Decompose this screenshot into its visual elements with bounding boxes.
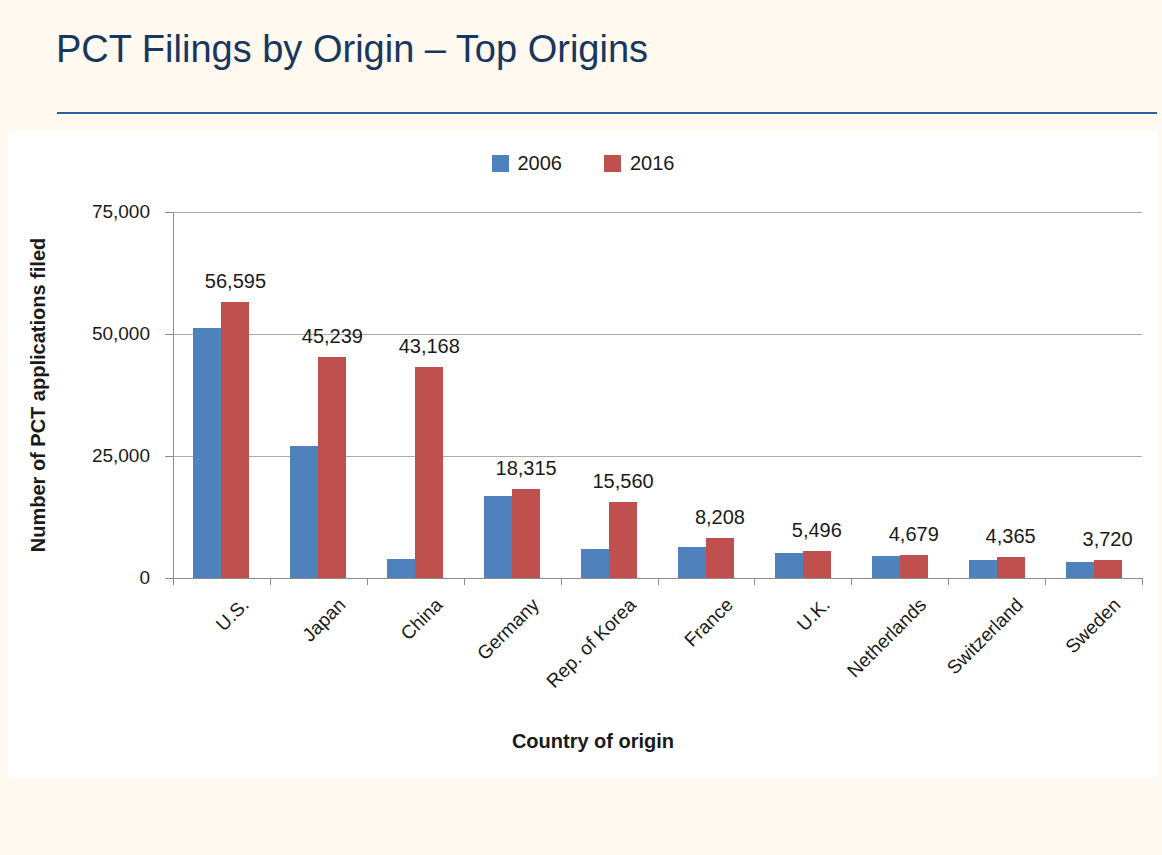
data-label-japan: 45,239 (302, 325, 363, 348)
x-axis-tick (1045, 578, 1046, 585)
x-axis-category-label-netherlands: Netherlands (843, 594, 931, 682)
y-axis-tick-label: 75,000 (55, 200, 150, 224)
x-axis-tick (658, 578, 659, 585)
data-label-u-k: 5,496 (792, 519, 842, 542)
bar-2006-japan (290, 446, 318, 578)
x-axis-category-label-sweden: Sweden (1061, 594, 1125, 658)
x-axis-tick (464, 578, 465, 585)
x-axis-tick (173, 578, 174, 585)
bar-2006-switzerland (969, 560, 997, 578)
bar-2006-france (678, 547, 706, 578)
y-axis-tick-label: 25,000 (55, 444, 150, 468)
x-axis-tick (948, 578, 949, 585)
bar-2006-rep-of-korea (581, 549, 609, 578)
bar-2016-netherlands (900, 555, 928, 578)
data-label-rep-of-korea: 15,560 (592, 470, 653, 493)
x-axis-tick (367, 578, 368, 585)
bar-2016-switzerland (997, 557, 1025, 578)
legend-item-2016: 2016 (604, 152, 675, 175)
x-axis-tick (1142, 578, 1143, 585)
legend-item-2006: 2006 (492, 152, 563, 175)
y-axis-line (173, 212, 174, 578)
bar-2006-sweden (1066, 562, 1094, 578)
x-axis-category-label-u-s: U.S. (211, 594, 253, 636)
bar-2016-u-s (221, 302, 249, 578)
y-axis-title: Number of PCT applications filed (27, 238, 50, 552)
data-label-france: 8,208 (695, 506, 745, 529)
y-axis-tick-label: 0 (55, 566, 150, 590)
data-label-netherlands: 4,679 (889, 523, 939, 546)
x-axis-category-label-switzerland: Switzerland (943, 594, 1028, 679)
x-axis-tick (270, 578, 271, 585)
bar-2016-u-k (803, 551, 831, 578)
bar-2016-china (415, 367, 443, 578)
data-label-germany: 18,315 (496, 457, 557, 480)
x-axis-tick (561, 578, 562, 585)
y-axis-tick (165, 578, 173, 579)
bar-2016-germany (512, 489, 540, 578)
bar-2006-germany (484, 496, 512, 578)
chart-panel: 2006 2016 Number of PCT applications fil… (8, 130, 1158, 778)
data-label-u-s: 56,595 (205, 270, 266, 293)
bar-2016-sweden (1094, 560, 1122, 578)
x-axis-tick (851, 578, 852, 585)
chart-legend: 2006 2016 (8, 152, 1158, 175)
y-axis-tick (165, 212, 173, 213)
page-title: PCT Filings by Origin – Top Origins (56, 28, 648, 71)
data-label-sweden: 3,720 (1083, 528, 1133, 551)
bar-2016-france (706, 538, 734, 578)
data-label-switzerland: 4,365 (986, 525, 1036, 548)
data-label-china: 43,168 (399, 335, 460, 358)
x-axis-tick (754, 578, 755, 585)
y-axis-tick (165, 456, 173, 457)
bar-2016-rep-of-korea (609, 502, 637, 578)
x-axis-category-label-germany: Germany (473, 594, 544, 665)
bar-2006-u-s (193, 328, 221, 578)
y-axis-tick (165, 334, 173, 335)
x-axis-title: Country of origin (28, 730, 1158, 753)
legend-swatch-2006-icon (492, 155, 509, 172)
bar-2006-netherlands (872, 556, 900, 578)
gridline-75,000 (173, 212, 1142, 213)
legend-label-2006: 2006 (518, 152, 563, 175)
x-axis-category-label-japan: Japan (298, 594, 350, 646)
legend-label-2016: 2016 (630, 152, 675, 175)
bar-2006-u-k (775, 553, 803, 578)
y-axis-tick-label: 50,000 (55, 322, 150, 346)
bar-2006-china (387, 559, 415, 578)
legend-swatch-2016-icon (604, 155, 621, 172)
x-axis-category-label-france: France (680, 594, 737, 651)
bar-2016-japan (318, 357, 346, 578)
x-axis-category-label-rep-of-korea: Rep. of Korea (542, 594, 640, 692)
x-axis-category-label-china: China (396, 594, 447, 645)
x-axis-category-label-u-k: U.K. (793, 594, 835, 636)
title-underline (57, 112, 1157, 114)
